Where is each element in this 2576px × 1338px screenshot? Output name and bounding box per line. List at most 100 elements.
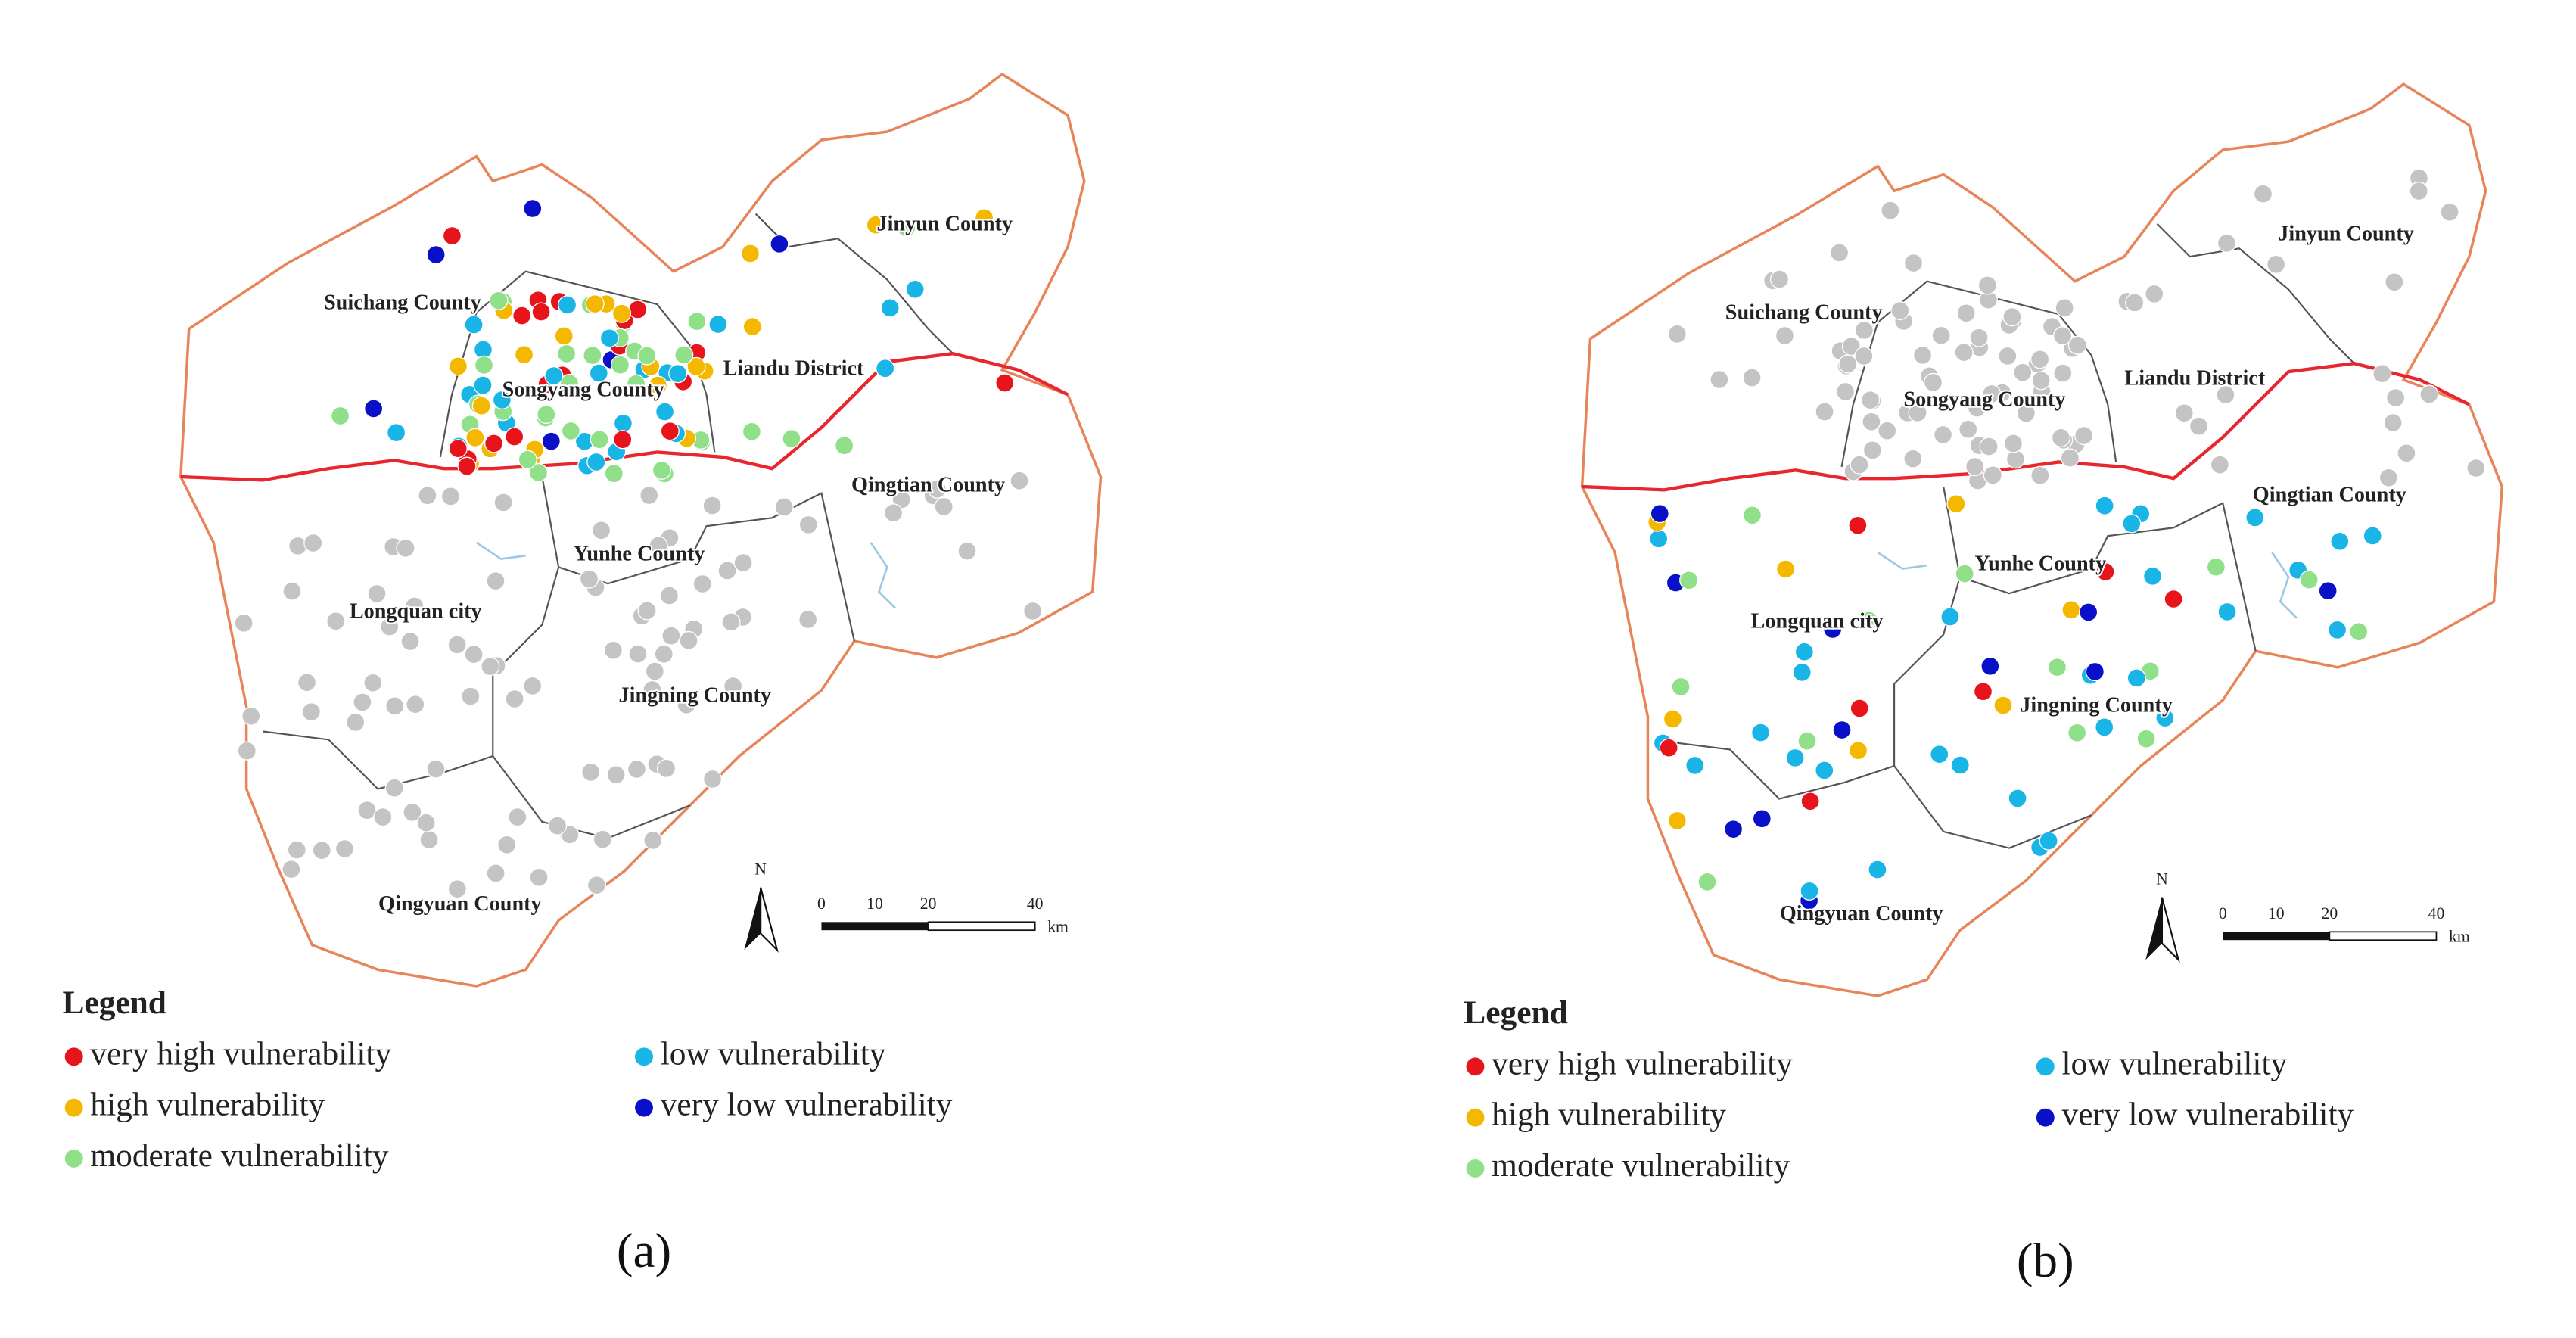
site-point [1023,601,1043,621]
site-point [586,876,607,895]
site-point [400,631,420,652]
north-arrow [2161,897,2180,963]
site-point [1940,607,1960,627]
site-point [611,303,632,323]
site-point [2030,350,2050,369]
site-point [1982,384,2002,403]
north-label: N [2156,870,2168,888]
site-point [723,676,743,696]
site-point [702,496,722,515]
site-point [742,422,762,441]
legend-label: very low vulnerability [661,1087,953,1123]
site-point [1956,303,1976,323]
place-label: Longquan city [350,600,482,624]
map-panel-b: Suichang County Songyang County Liandu Dis… [1464,84,2502,1288]
site-point [418,486,437,506]
site-point [2409,181,2428,201]
site-point [461,686,481,706]
site-point [465,428,485,447]
site-point [2397,443,2416,463]
site-point [1752,809,1772,829]
site-point [1850,699,1869,718]
site-point [457,456,477,476]
legend-swatch [1466,1108,1485,1127]
site-point [484,434,504,453]
site-point [1993,695,2013,715]
site-point [687,312,707,331]
scale-tick-label: 20 [2322,904,2338,923]
site-point [1794,642,1814,661]
site-point [590,430,609,450]
scale-tick-label: 0 [817,895,826,913]
site-point [1931,325,1951,345]
site-point [604,464,624,484]
site-point [1950,755,1970,775]
site-point [537,404,556,425]
legend-label: moderate vulnerability [90,1137,388,1174]
site-point [1862,412,1881,431]
site-point [1854,320,1874,340]
site-point [559,373,580,394]
site-point [489,291,509,310]
site-point [583,345,602,366]
map-panel-a: Suichang County Songyang County Liandu Dis… [62,74,1100,1278]
site-point [541,431,561,451]
place-label: Yunhe County [574,543,705,566]
place-label: Jingning County [2020,693,2173,717]
site-point [448,356,468,376]
place-label: Jinyun County [2278,222,2414,245]
site-point [1671,677,1691,697]
place-label: Jinyun County [876,212,1013,235]
place-label: Suichang County [324,291,481,315]
site-point [508,807,527,827]
site-point [2216,385,2235,405]
site-point [1685,755,1705,776]
site-point [447,879,467,899]
site-point [1775,559,1796,579]
site-point [995,373,1015,393]
site-point [2008,789,2027,808]
site-point [416,813,436,832]
site-point [2145,284,2164,303]
site-point [2053,363,2073,383]
site-point [782,429,801,449]
site-point [442,226,462,246]
site-point [2005,450,2026,469]
site-point [2253,184,2273,204]
site-point [2055,298,2074,318]
site-point [883,503,904,523]
site-point [1649,529,1669,549]
site-point [2079,602,2098,622]
site-point [353,692,372,712]
legend-title: Legend [62,985,166,1021]
site-point [2378,468,2398,487]
legend-label: low vulnerability [2062,1045,2288,1081]
site-point [1908,403,1927,422]
site-point [637,346,657,366]
scale-unit: km [2449,927,2470,945]
site-point [934,496,954,517]
site-point [637,601,657,621]
site-point [2318,581,2338,601]
site-point [1954,343,1974,363]
legend-swatch [1466,1159,1485,1178]
site-point [642,680,662,699]
site-point [2051,428,2071,447]
site-point [486,571,506,591]
site-point [282,581,302,601]
site-point [975,208,994,228]
legend-swatch [1466,1057,1485,1076]
place-label: Longquan city [1751,610,1884,633]
site-point [237,741,257,761]
site-point [2174,403,2194,423]
site-point [554,326,574,346]
site-point [905,279,925,299]
site-point [1979,437,1999,456]
site-point [2466,458,2486,478]
site-point [2245,508,2265,527]
site-point [2061,600,2081,620]
site-point [1769,269,1790,289]
site-point [512,306,532,325]
